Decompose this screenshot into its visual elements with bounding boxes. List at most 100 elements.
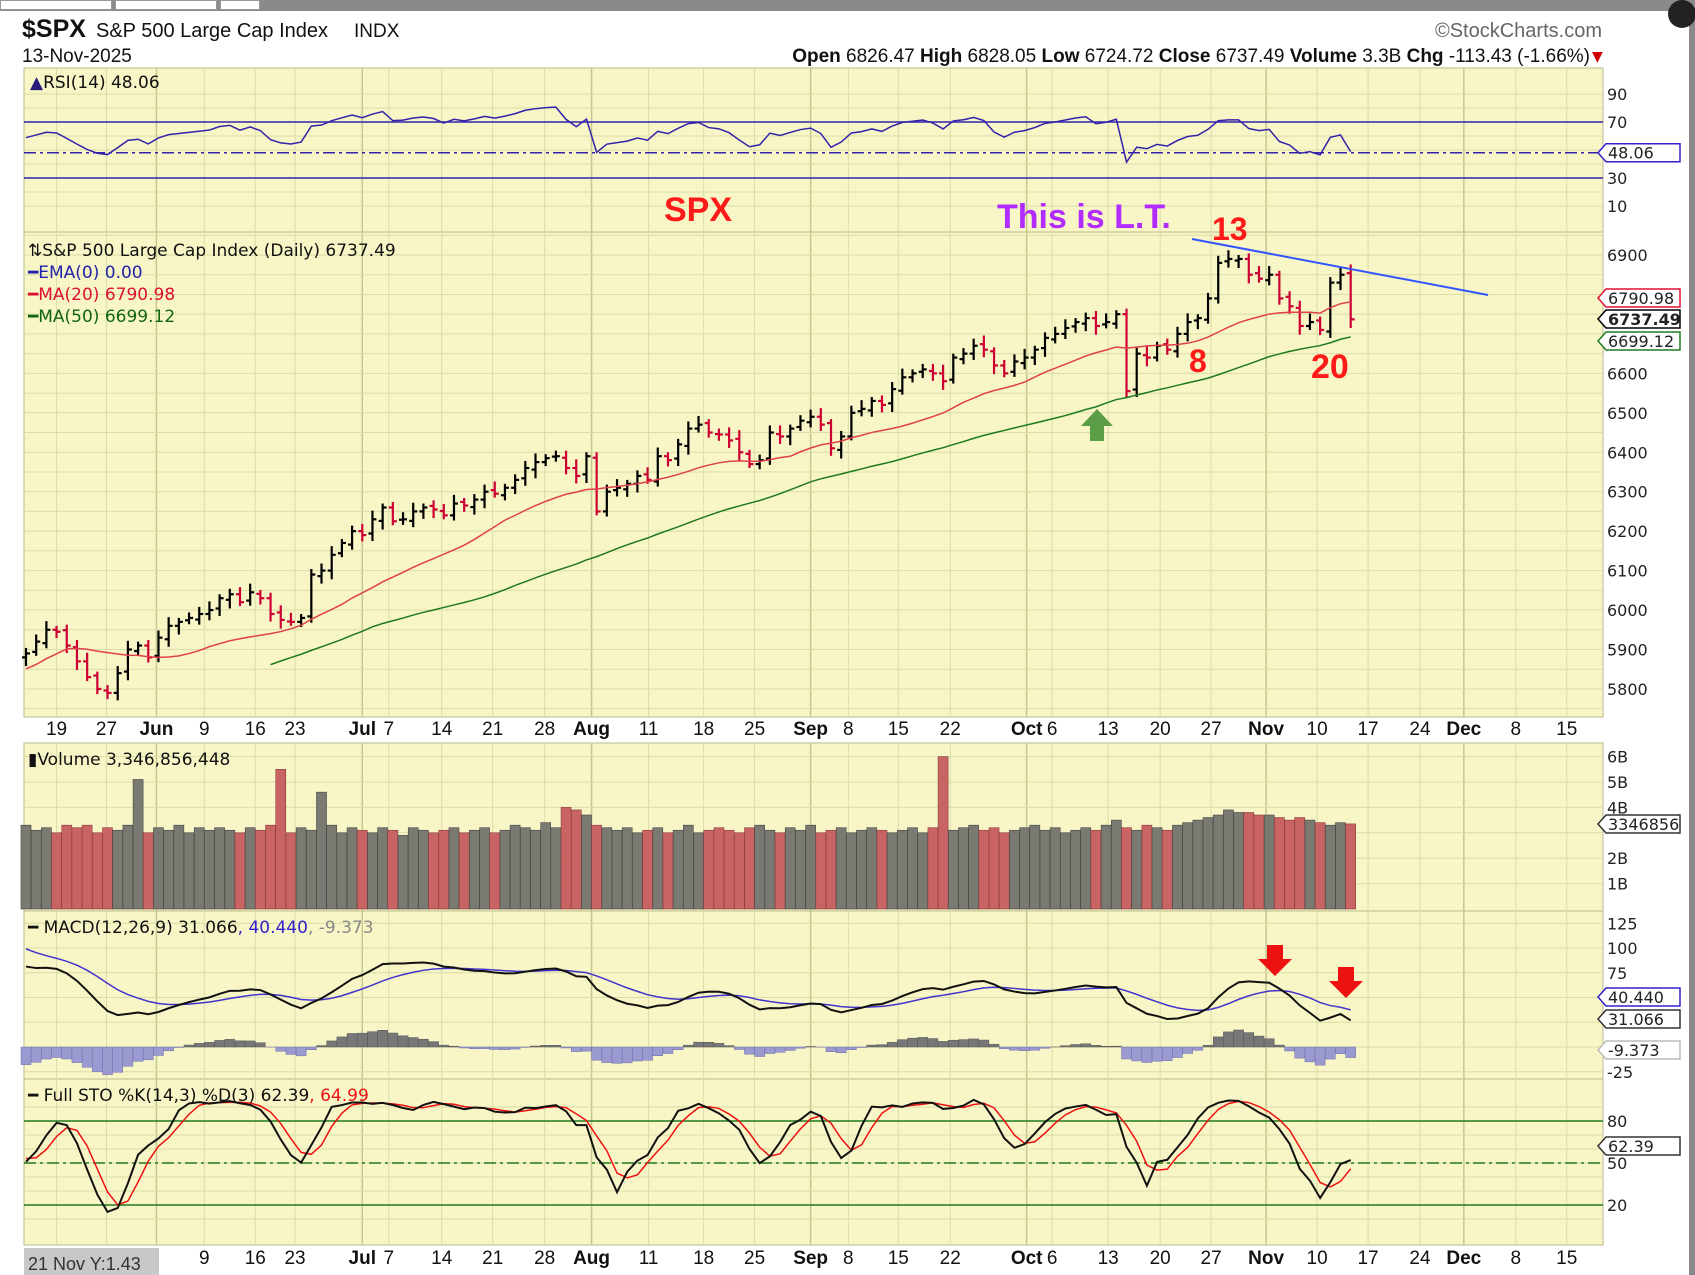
volume-bar [703,829,715,910]
x-tick-label-bottom: 20 [1150,1248,1171,1269]
x-tick-label: Jun [140,719,174,740]
price-bar [674,438,683,467]
x-tick-label-bottom: 8 [843,1248,854,1269]
macd-histogram-bar [958,1039,969,1048]
volume-bar [988,827,1000,910]
x-tick-label: 13 [1098,719,1119,740]
macd-histogram-bar [204,1042,215,1048]
cursor-readout: 21 Nov Y:1.43 [28,1254,141,1274]
cursor-readout-box [24,1248,159,1275]
volume-bar [927,827,939,910]
price-bar [979,335,988,358]
volume-bar [1243,812,1255,910]
symbol: $SPX [22,15,86,43]
price-bar [918,363,927,379]
macd-histogram-bar [744,1046,755,1055]
price-legend: ⇅S&P 500 Large Cap Index (Daily) 6737.49 [28,241,396,261]
volume-bar [142,832,154,910]
stockcharts-watermark[interactable]: ©StockCharts.com [1435,20,1602,42]
price-bar [1000,359,1009,378]
price-bar [93,671,102,695]
macd-histogram-bar [937,1041,949,1048]
price-bar [1265,266,1274,286]
browser-tab[interactable] [0,0,112,10]
volume-bar [795,829,806,910]
price-bar [1051,326,1060,344]
price-bar [83,652,92,682]
value-flag: 6790.98 [1596,288,1681,308]
volume-bar [41,827,52,910]
x-tick-label-bottom: Jul [349,1248,376,1269]
price-bar [470,494,479,515]
price-bar [1234,255,1243,269]
volume-bar [998,832,1010,910]
macd-histogram-bar [316,1045,327,1048]
volume-bar [377,827,388,910]
value-flag: 48.06 [1596,142,1681,163]
macd-histogram-bar [1080,1043,1092,1048]
red-down-arrow-icon [1329,967,1363,998]
macd-histogram-bar [662,1046,674,1054]
x-tick-label-bottom: 11 [639,1248,659,1269]
volume-bar [1192,819,1204,910]
close-icon[interactable] [1668,0,1695,28]
volume-bar [805,824,816,910]
volume-bar [570,809,582,910]
vertical-scrollbar[interactable] [1689,11,1695,1275]
price-bar [725,427,734,448]
sto-axis-label: 50 [1607,1154,1627,1173]
resistance-trendline[interactable] [1191,238,1489,296]
browser-tab[interactable] [220,0,260,10]
volume-bar [1202,817,1214,910]
price-bar [776,425,785,444]
price-axis-label: 6400 [1607,443,1648,462]
value-flag: 6737.49 [1596,309,1681,329]
price-bar [643,467,652,484]
price-axis-label: 5900 [1607,641,1648,660]
ema-legend: ━EMA(0) 0.00 [27,263,143,283]
browser-tab[interactable] [115,0,217,10]
price-bar [521,460,530,486]
macd-histogram-bar [1294,1046,1305,1059]
value-flag-box [1596,1136,1681,1156]
value-flag-box [1596,1009,1681,1029]
x-tick-label: 27 [96,719,117,740]
price-bar [867,397,876,417]
volume-bar [1223,809,1234,910]
macd-histogram-bar [754,1046,765,1057]
volume-bar [336,832,348,910]
volume-bar [153,827,164,910]
volume-bar [1090,829,1102,910]
volume-bar [1274,817,1285,910]
macd-histogram-bar [214,1040,225,1048]
macd-histogram-bar [774,1046,786,1053]
price-bar [714,428,723,441]
macd-histogram-bar [122,1046,134,1067]
volume-bar [173,824,185,910]
price-bar [959,348,968,365]
macd-histogram-bar [968,1038,979,1048]
macd-histogram-bar [509,1046,521,1050]
volume-bar [662,832,674,910]
price-bar [1071,318,1080,333]
green-up-arrow-icon [1081,409,1113,441]
volume-bar [825,829,837,910]
price-bar [1316,316,1325,336]
volume-bar [418,829,429,910]
price-bar [796,415,805,431]
x-tick-label-bottom: 28 [534,1248,555,1269]
price-bar [541,454,550,467]
price-bar [531,453,540,479]
volume-bar [509,824,521,910]
macd-histogram-bar [61,1046,73,1060]
volume-bar [1263,814,1275,910]
price-bar [1336,267,1345,291]
macd-histogram-bar [1243,1032,1255,1048]
macd-histogram-bar [764,1046,776,1054]
volume-bar [407,827,419,910]
volume-bar [234,832,246,910]
macd-histogram-bar [581,1046,592,1052]
price-bar [684,421,693,455]
volume-bar [1141,824,1153,910]
macd-histogram-bar [835,1046,847,1054]
